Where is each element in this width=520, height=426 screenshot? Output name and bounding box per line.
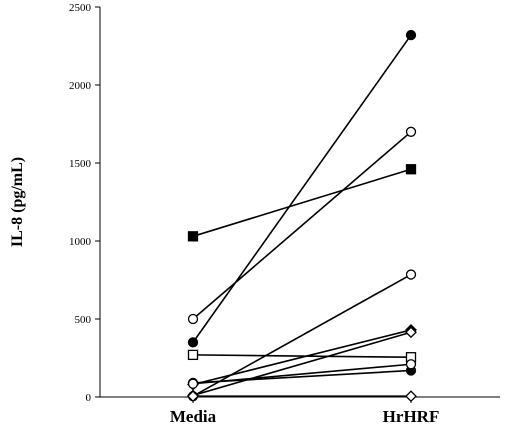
labels: 0 500 1000 1500 2000 2500 Media HrHRF IL-8 (pg/m… <box>9 2 439 426</box>
series-layer <box>187 29 417 403</box>
y-tick-label: 2500 <box>69 2 92 14</box>
data-point-marker <box>405 126 417 137</box>
y-tick-label: 0 <box>86 392 92 404</box>
data-point-marker <box>187 378 199 389</box>
data-point-marker <box>187 390 199 403</box>
series-line <box>192 354 412 359</box>
x-category-label: HrHRF <box>383 407 440 426</box>
data-point-marker <box>187 313 199 325</box>
y-tick-label: 500 <box>75 314 92 326</box>
series-line <box>192 34 412 343</box>
markers-group <box>187 29 417 403</box>
data-point-marker <box>405 269 417 280</box>
data-point-marker <box>187 337 199 348</box>
data-point-marker <box>405 390 417 403</box>
series-line <box>192 363 412 385</box>
y-tick-label: 1500 <box>69 158 92 170</box>
data-point-marker <box>405 29 417 41</box>
x-category-label: Media <box>170 407 217 426</box>
data-point-marker <box>187 349 199 361</box>
data-point-marker <box>187 231 199 242</box>
data-point-marker <box>405 164 417 175</box>
data-point-marker <box>405 326 417 339</box>
series-line <box>192 131 412 320</box>
y-tick-label: 2000 <box>69 80 92 92</box>
series-line <box>192 329 412 386</box>
data-point-marker <box>405 359 417 370</box>
y-tick-label: 1000 <box>69 236 92 248</box>
y-axis-title: IL-8 (pg/mL) <box>9 157 26 247</box>
series-line <box>192 168 412 238</box>
series-line <box>192 273 412 397</box>
series-line <box>192 331 412 397</box>
